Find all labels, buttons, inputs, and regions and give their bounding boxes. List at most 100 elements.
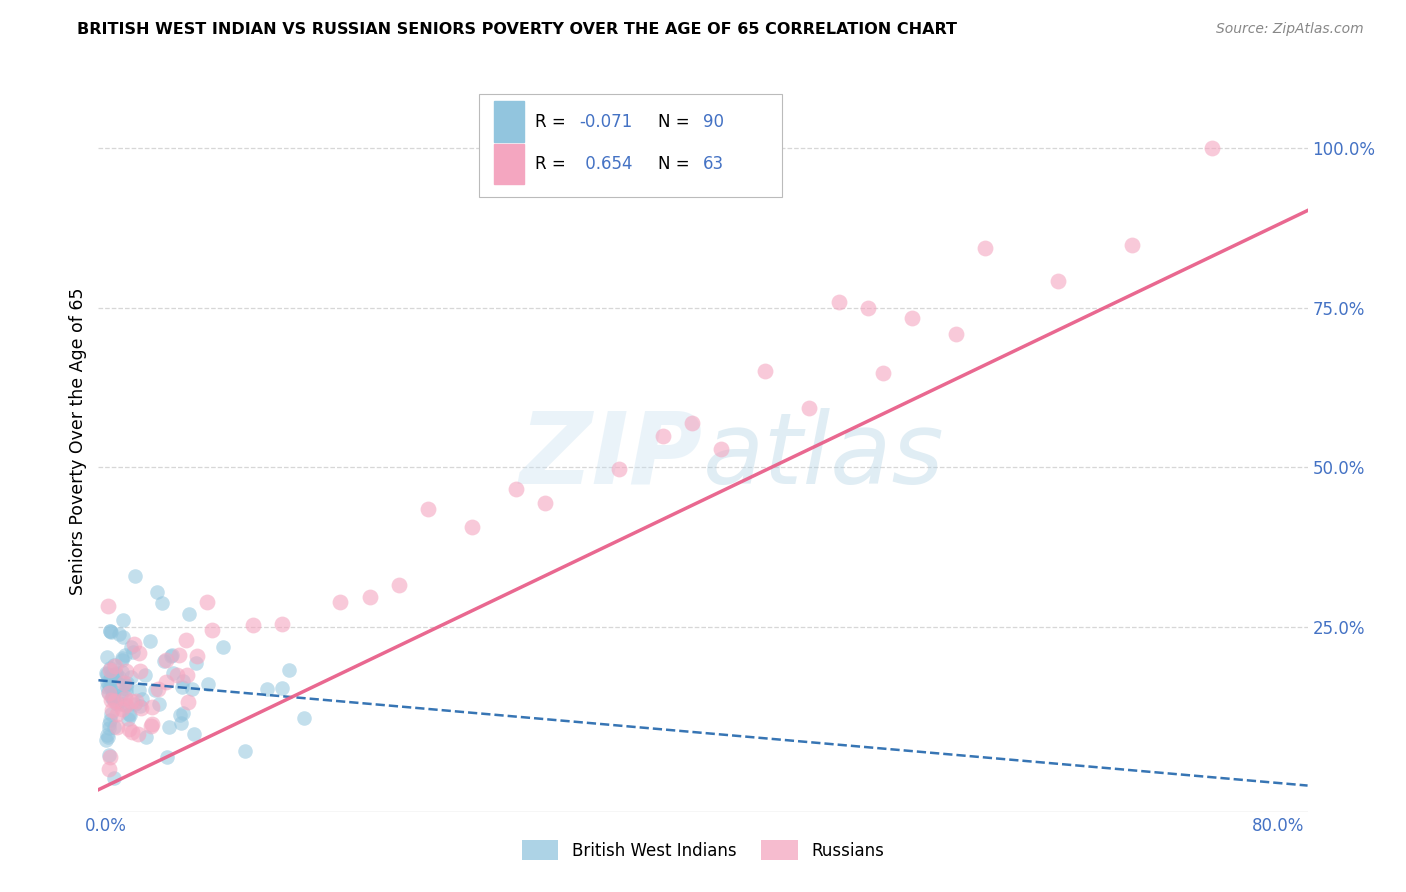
Point bbox=[103, 692, 125, 706]
Point bbox=[96, 649, 118, 664]
Point bbox=[183, 727, 205, 741]
Point bbox=[103, 690, 125, 704]
Point bbox=[98, 717, 121, 731]
Point bbox=[111, 653, 134, 667]
Point bbox=[101, 690, 124, 705]
Point bbox=[98, 680, 121, 694]
Point bbox=[256, 682, 278, 697]
Point bbox=[107, 676, 129, 690]
Point bbox=[799, 401, 821, 416]
Point bbox=[172, 706, 194, 720]
Point bbox=[872, 366, 894, 380]
Point bbox=[97, 599, 120, 614]
Text: Source: ZipAtlas.com: Source: ZipAtlas.com bbox=[1216, 22, 1364, 37]
Point bbox=[96, 665, 118, 680]
Point bbox=[101, 690, 124, 704]
Point bbox=[115, 664, 138, 678]
FancyBboxPatch shape bbox=[494, 144, 524, 185]
Text: N =: N = bbox=[658, 112, 695, 131]
Text: R =: R = bbox=[534, 112, 571, 131]
Point bbox=[103, 687, 125, 701]
Point bbox=[155, 675, 177, 690]
Point bbox=[141, 719, 163, 733]
Point bbox=[98, 663, 121, 677]
Point bbox=[111, 665, 134, 680]
Text: 0.654: 0.654 bbox=[579, 155, 633, 173]
Point bbox=[270, 617, 292, 632]
Point bbox=[105, 697, 128, 711]
Point bbox=[103, 771, 125, 785]
Point bbox=[103, 684, 125, 698]
Point bbox=[103, 720, 125, 734]
Point bbox=[141, 716, 163, 731]
Point bbox=[115, 682, 138, 697]
Point bbox=[114, 648, 136, 662]
Point bbox=[97, 678, 120, 692]
Point bbox=[186, 657, 208, 671]
Point bbox=[359, 590, 381, 604]
Point bbox=[534, 495, 557, 509]
Point bbox=[278, 663, 301, 677]
Point bbox=[170, 715, 193, 730]
Point bbox=[114, 690, 136, 705]
Point bbox=[169, 707, 191, 722]
FancyBboxPatch shape bbox=[494, 102, 524, 142]
Point bbox=[388, 578, 411, 592]
FancyBboxPatch shape bbox=[479, 94, 782, 197]
Text: 63: 63 bbox=[703, 155, 724, 173]
Point bbox=[141, 699, 163, 714]
Point bbox=[121, 724, 143, 739]
Point bbox=[172, 674, 194, 689]
Point bbox=[120, 670, 142, 684]
Point bbox=[104, 694, 127, 708]
Point bbox=[197, 677, 219, 691]
Text: N =: N = bbox=[658, 155, 695, 173]
Point bbox=[233, 744, 256, 758]
Point bbox=[118, 708, 141, 723]
Text: ZIP: ZIP bbox=[520, 408, 703, 505]
Point bbox=[156, 749, 179, 764]
Point bbox=[101, 703, 124, 717]
Point bbox=[112, 613, 135, 627]
Point bbox=[98, 624, 121, 638]
Point bbox=[181, 681, 204, 696]
Point bbox=[100, 624, 122, 639]
Point bbox=[169, 648, 191, 662]
Point bbox=[607, 462, 630, 476]
Point bbox=[114, 677, 136, 691]
Point bbox=[681, 416, 703, 430]
Point bbox=[98, 624, 121, 639]
Point bbox=[114, 676, 136, 690]
Point bbox=[100, 693, 122, 707]
Point bbox=[177, 695, 200, 709]
Text: R =: R = bbox=[534, 155, 571, 173]
Point bbox=[128, 646, 150, 660]
Point bbox=[201, 623, 224, 637]
Point bbox=[651, 429, 673, 443]
Point bbox=[329, 595, 352, 609]
Point bbox=[111, 630, 134, 644]
Point bbox=[170, 680, 193, 694]
Point bbox=[418, 502, 440, 516]
Point bbox=[108, 627, 131, 641]
Point bbox=[1121, 237, 1143, 252]
Point bbox=[105, 720, 128, 734]
Text: 90: 90 bbox=[703, 112, 724, 131]
Point bbox=[97, 730, 120, 744]
Point bbox=[115, 698, 138, 713]
Point bbox=[292, 711, 315, 725]
Point bbox=[114, 686, 136, 700]
Point bbox=[186, 649, 208, 664]
Point bbox=[177, 607, 200, 621]
Point bbox=[157, 720, 180, 734]
Point bbox=[103, 659, 125, 673]
Point bbox=[270, 681, 292, 695]
Point bbox=[128, 683, 150, 698]
Point bbox=[128, 698, 150, 713]
Point bbox=[129, 665, 152, 679]
Point bbox=[505, 482, 527, 496]
Point bbox=[162, 666, 184, 681]
Point bbox=[153, 654, 176, 668]
Point bbox=[129, 701, 152, 715]
Point bbox=[195, 595, 218, 609]
